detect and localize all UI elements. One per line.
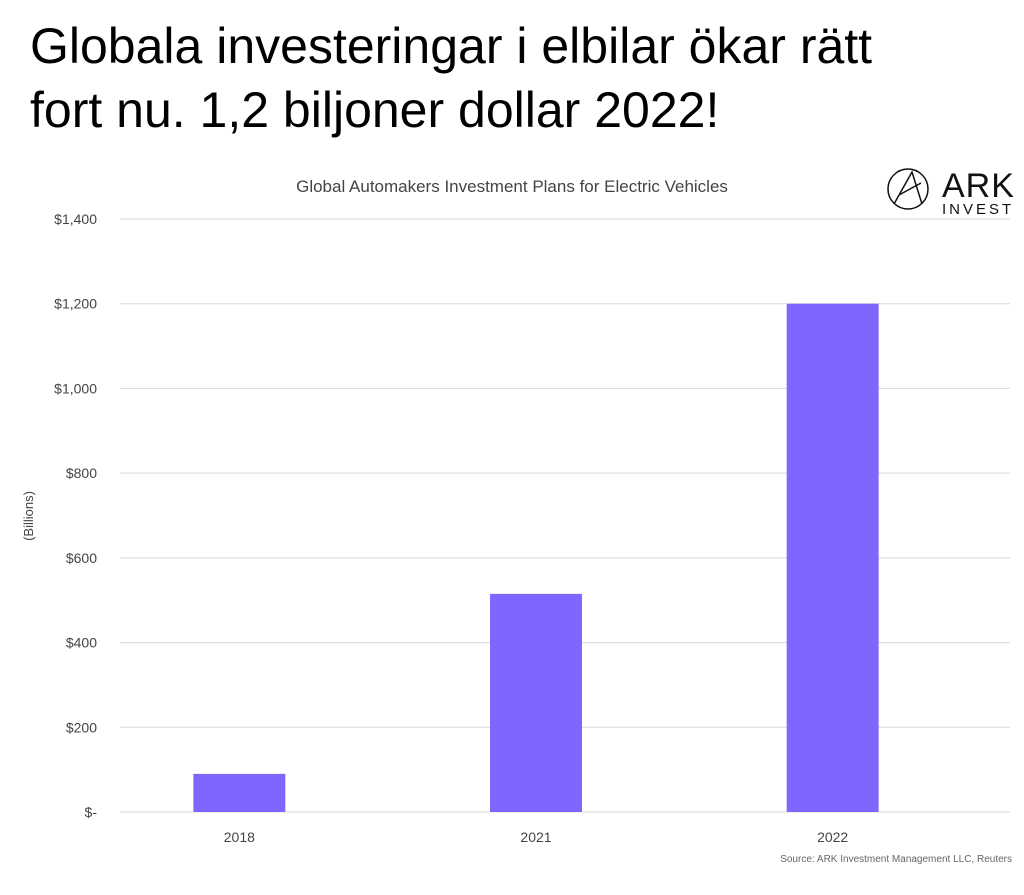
y-tick-label: $1,200 bbox=[54, 296, 97, 312]
y-tick-label: $400 bbox=[66, 635, 97, 651]
y-tick-labels: $- $200 $400 $600 $800 $1,000 $1,200 $1,400 bbox=[54, 211, 97, 820]
logo-sub: INVEST bbox=[942, 201, 1014, 218]
logo-name: ARK bbox=[942, 167, 1015, 205]
y-tick-label: $- bbox=[85, 804, 98, 820]
headline-line-1: Globala investeringar i elbilar ökar rät… bbox=[30, 18, 873, 74]
x-tick-label: 2018 bbox=[224, 829, 255, 845]
bar-2018 bbox=[193, 773, 286, 812]
bar-2021 bbox=[490, 593, 582, 812]
chart-title: Global Automakers Investment Plans for E… bbox=[296, 177, 728, 196]
y-tick-label: $200 bbox=[66, 719, 97, 735]
x-tick-labels: 2018 2021 2022 bbox=[224, 829, 849, 845]
y-axis-label: (Billions) bbox=[21, 491, 36, 541]
y-tick-label: $1,000 bbox=[54, 380, 97, 396]
y-tick-label: $800 bbox=[66, 465, 97, 481]
bars bbox=[193, 303, 879, 812]
y-tick-label: $600 bbox=[66, 550, 97, 566]
x-tick-label: 2021 bbox=[520, 829, 551, 845]
y-tick-label: $1,400 bbox=[54, 211, 97, 227]
headline: Globala investeringar i elbilar ökar rät… bbox=[30, 14, 1010, 142]
bar-2022 bbox=[786, 303, 879, 812]
ark-compass-icon bbox=[887, 168, 929, 210]
logo: ARK INVEST bbox=[887, 167, 1015, 218]
x-tick-label: 2022 bbox=[817, 829, 848, 845]
headline-line-2: fort nu. 1,2 biljoner dollar 2022! bbox=[30, 82, 720, 138]
source-note: Source: ARK Investment Management LLC, R… bbox=[780, 854, 1012, 865]
